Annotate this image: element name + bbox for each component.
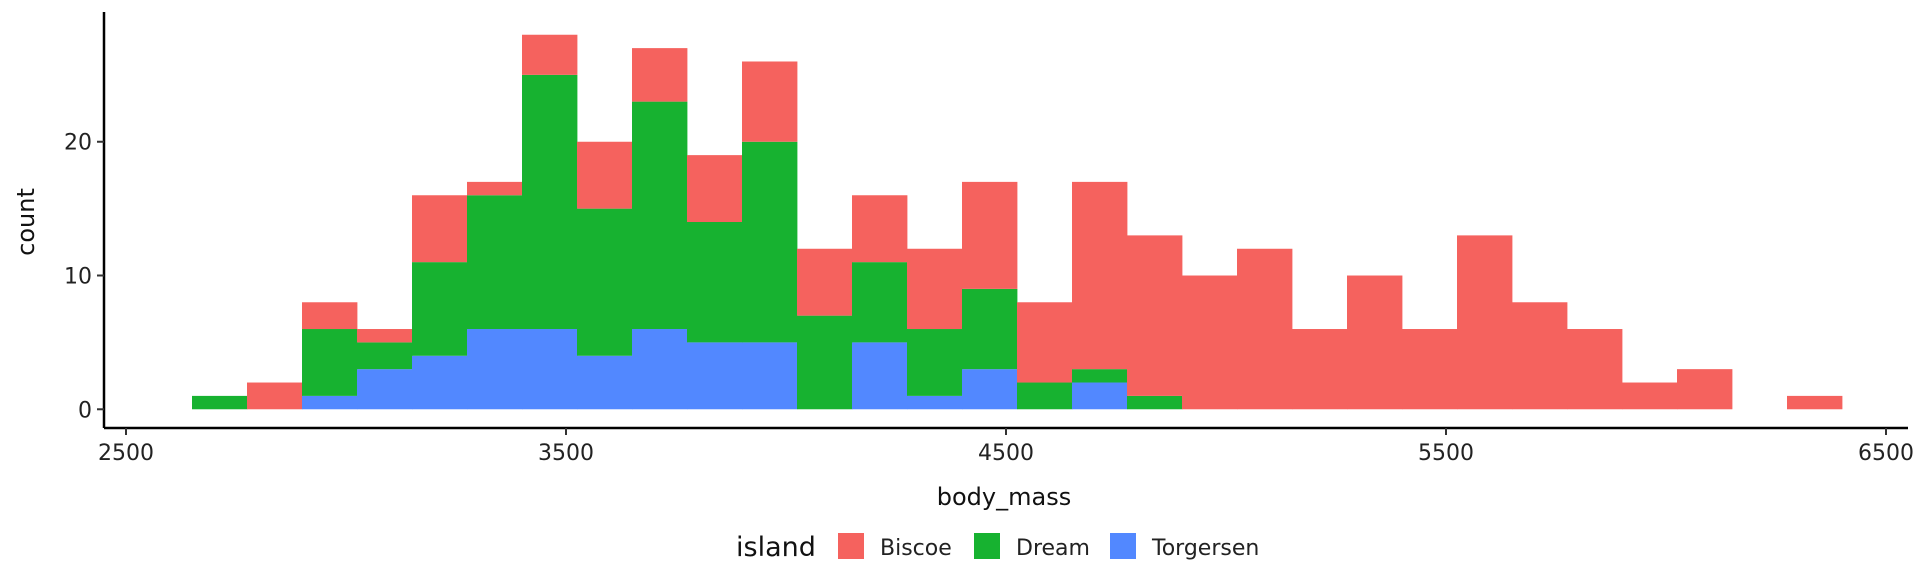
bar-dream-4400 — [962, 288, 1018, 370]
x-tick-label-2500: 2500 — [98, 441, 154, 466]
bar-biscoe-6025 — [1677, 369, 1733, 410]
bar-biscoe-4025 — [797, 248, 853, 316]
bar-dream-4525 — [1017, 382, 1073, 410]
bar-dream-3775 — [687, 222, 743, 343]
bar-biscoe-5650 — [1512, 302, 1568, 410]
bar-dream-3525 — [577, 208, 633, 356]
x-axis-title: body_mass — [937, 483, 1071, 511]
bar-biscoe-3650 — [632, 48, 688, 102]
bar-biscoe-4150 — [852, 195, 908, 263]
bar-dream-4025 — [797, 315, 853, 410]
bar-biscoe-3525 — [577, 141, 633, 209]
bar-dream-3400 — [522, 74, 578, 330]
bar-biscoe-4900 — [1182, 275, 1238, 410]
y-tick-label-10: 10 — [64, 265, 92, 290]
bar-torgersen-2900 — [302, 395, 358, 410]
bar-dream-3900 — [742, 141, 798, 343]
x-tick-label-3500: 3500 — [538, 441, 594, 466]
bar-biscoe-5400 — [1402, 329, 1458, 410]
bar-dream-4275 — [907, 329, 963, 396]
bar-biscoe-3025 — [357, 329, 413, 343]
legend-label-torgersen: Torgersen — [1151, 536, 1259, 561]
bar-torgersen-4150 — [852, 342, 908, 410]
bar-biscoe-3775 — [687, 155, 743, 223]
bar-torgersen-4275 — [907, 395, 963, 410]
bar-dream-3150 — [412, 262, 468, 356]
bar-torgersen-3400 — [522, 329, 578, 410]
bar-biscoe-3275 — [467, 181, 523, 196]
bar-torgersen-3525 — [577, 355, 633, 410]
bar-torgersen-3650 — [632, 329, 688, 410]
bar-dream-3275 — [467, 195, 523, 330]
bar-biscoe-3150 — [412, 195, 468, 263]
legend-swatch-torgersen — [1110, 533, 1136, 559]
bar-biscoe-5275 — [1347, 275, 1403, 410]
legend-items: Biscoe Dream Torgersen — [838, 533, 1259, 561]
bar-biscoe-5900 — [1622, 382, 1678, 410]
y-tick-label-0: 0 — [78, 398, 92, 423]
bar-biscoe-5775 — [1567, 329, 1623, 410]
bar-dream-4650 — [1072, 369, 1128, 383]
bar-dream-3650 — [632, 101, 688, 330]
bar-torgersen-3900 — [742, 342, 798, 410]
bar-biscoe-5525 — [1457, 235, 1513, 410]
y-axis-title: count — [12, 188, 40, 256]
bar-biscoe-4525 — [1017, 302, 1073, 383]
legend-label-dream: Dream — [1016, 536, 1090, 561]
bar-torgersen-3775 — [687, 342, 743, 410]
legend-title: island — [736, 532, 816, 563]
bar-torgersen-3275 — [467, 329, 523, 410]
bar-biscoe-5025 — [1237, 248, 1293, 410]
bar-biscoe-4275 — [907, 248, 963, 330]
bars-layer — [192, 34, 1843, 410]
bar-biscoe-2900 — [302, 302, 358, 330]
legend-swatch-biscoe — [838, 533, 864, 559]
legend-swatch-dream — [974, 533, 1000, 559]
x-tick-label-6500: 6500 — [1858, 441, 1914, 466]
bar-torgersen-4650 — [1072, 382, 1128, 410]
bar-torgersen-4400 — [962, 369, 1018, 410]
bar-biscoe-4650 — [1072, 181, 1128, 370]
bar-biscoe-6275 — [1787, 395, 1843, 410]
bar-dream-3025 — [357, 342, 413, 370]
bar-dream-2900 — [302, 329, 358, 396]
bar-biscoe-2775 — [247, 382, 303, 410]
bar-biscoe-3400 — [522, 34, 578, 75]
legend: island Biscoe Dream Torgersen — [736, 532, 1259, 563]
bar-biscoe-5150 — [1292, 329, 1348, 410]
y-tick-label-20: 20 — [64, 131, 92, 156]
x-tick-label-4500: 4500 — [978, 441, 1034, 466]
bar-torgersen-3150 — [412, 355, 468, 410]
x-tick-label-5500: 5500 — [1418, 441, 1474, 466]
bar-dream-4150 — [852, 262, 908, 343]
legend-label-biscoe: Biscoe — [880, 536, 952, 561]
bar-dream-4775 — [1127, 395, 1183, 410]
bar-biscoe-4775 — [1127, 235, 1183, 396]
bar-biscoe-4400 — [962, 181, 1018, 289]
y-axis-ticks: 0 10 20 — [64, 131, 104, 423]
bar-dream-2650 — [192, 395, 248, 410]
bar-torgersen-3025 — [357, 369, 413, 410]
bar-biscoe-3900 — [742, 61, 798, 142]
x-axis-ticks: 2500 3500 4500 5500 6500 — [98, 428, 1914, 466]
